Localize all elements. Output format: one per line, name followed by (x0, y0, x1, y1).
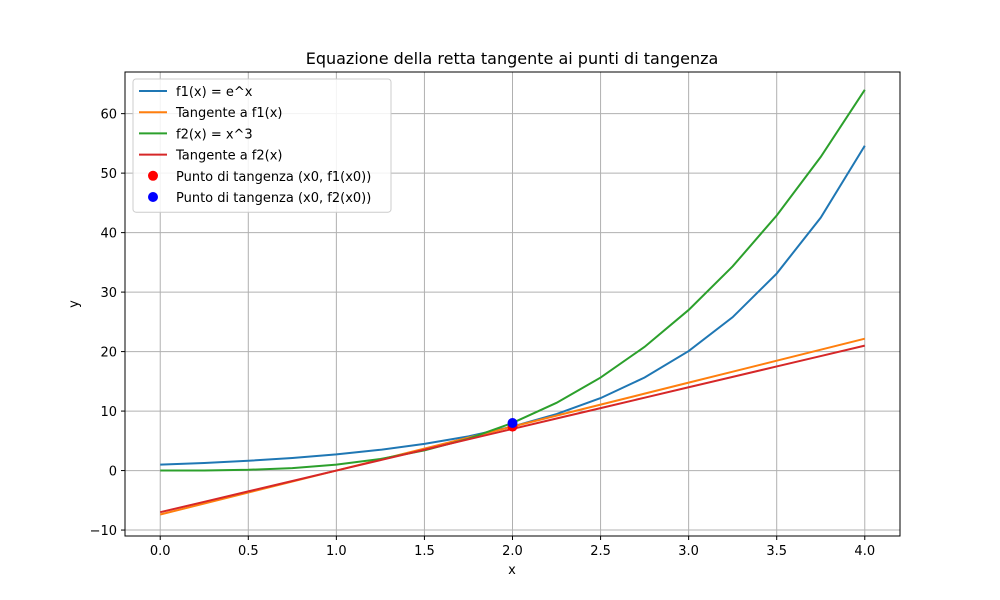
legend: f1(x) = e^x Tangente a f1(x) f2(x) = x^3 Ta… (132, 78, 392, 213)
y-tick-label: −10 (90, 524, 117, 539)
x-tick-label: 3.5 (766, 544, 787, 559)
legend-label-6: Punto di tangenza (x0, f2(x0)) (176, 191, 371, 206)
x-tick-label: 2.5 (590, 544, 611, 559)
legend-label-3: f2(x) = x^3 (176, 127, 253, 142)
y-axis: −10 0 10 20 30 40 50 60 (90, 108, 125, 539)
y-tick-label: 60 (100, 108, 117, 123)
y-tick-label: 40 (100, 227, 117, 242)
tangent-points (507, 417, 518, 432)
y-axis-label: y (67, 300, 82, 308)
y-tick-label: 20 (100, 346, 117, 361)
y-tick-label: 50 (100, 167, 117, 182)
x-tick-label: 0.0 (150, 544, 171, 559)
x-tick-label: 2.0 (502, 544, 523, 559)
x-tick-label: 0.5 (238, 544, 259, 559)
x-tick-label: 4.0 (854, 544, 875, 559)
x-axis: 0.0 0.5 1.0 1.5 2.0 2.5 3.0 3.5 4.0 (150, 536, 875, 559)
legend-swatch-6 (148, 192, 158, 202)
y-tick-label: 10 (100, 405, 117, 420)
legend-label-1: f1(x) = e^x (176, 85, 253, 100)
tangent-point-2 (507, 417, 518, 428)
y-tick-label: 30 (100, 286, 117, 301)
x-axis-label: x (508, 563, 516, 578)
y-tick-label: 0 (109, 465, 117, 480)
x-tick-label: 1.0 (326, 544, 347, 559)
legend-label-2: Tangente a f1(x) (175, 106, 283, 121)
x-tick-label: 1.5 (414, 544, 435, 559)
legend-label-5: Punto di tangenza (x0, f1(x0)) (176, 170, 371, 185)
chart-title: Equazione della retta tangente ai punti … (306, 49, 719, 68)
legend-box (132, 78, 392, 213)
x-tick-label: 3.0 (678, 544, 699, 559)
legend-label-4: Tangente a f2(x) (175, 149, 283, 164)
legend-swatch-5 (148, 170, 158, 181)
